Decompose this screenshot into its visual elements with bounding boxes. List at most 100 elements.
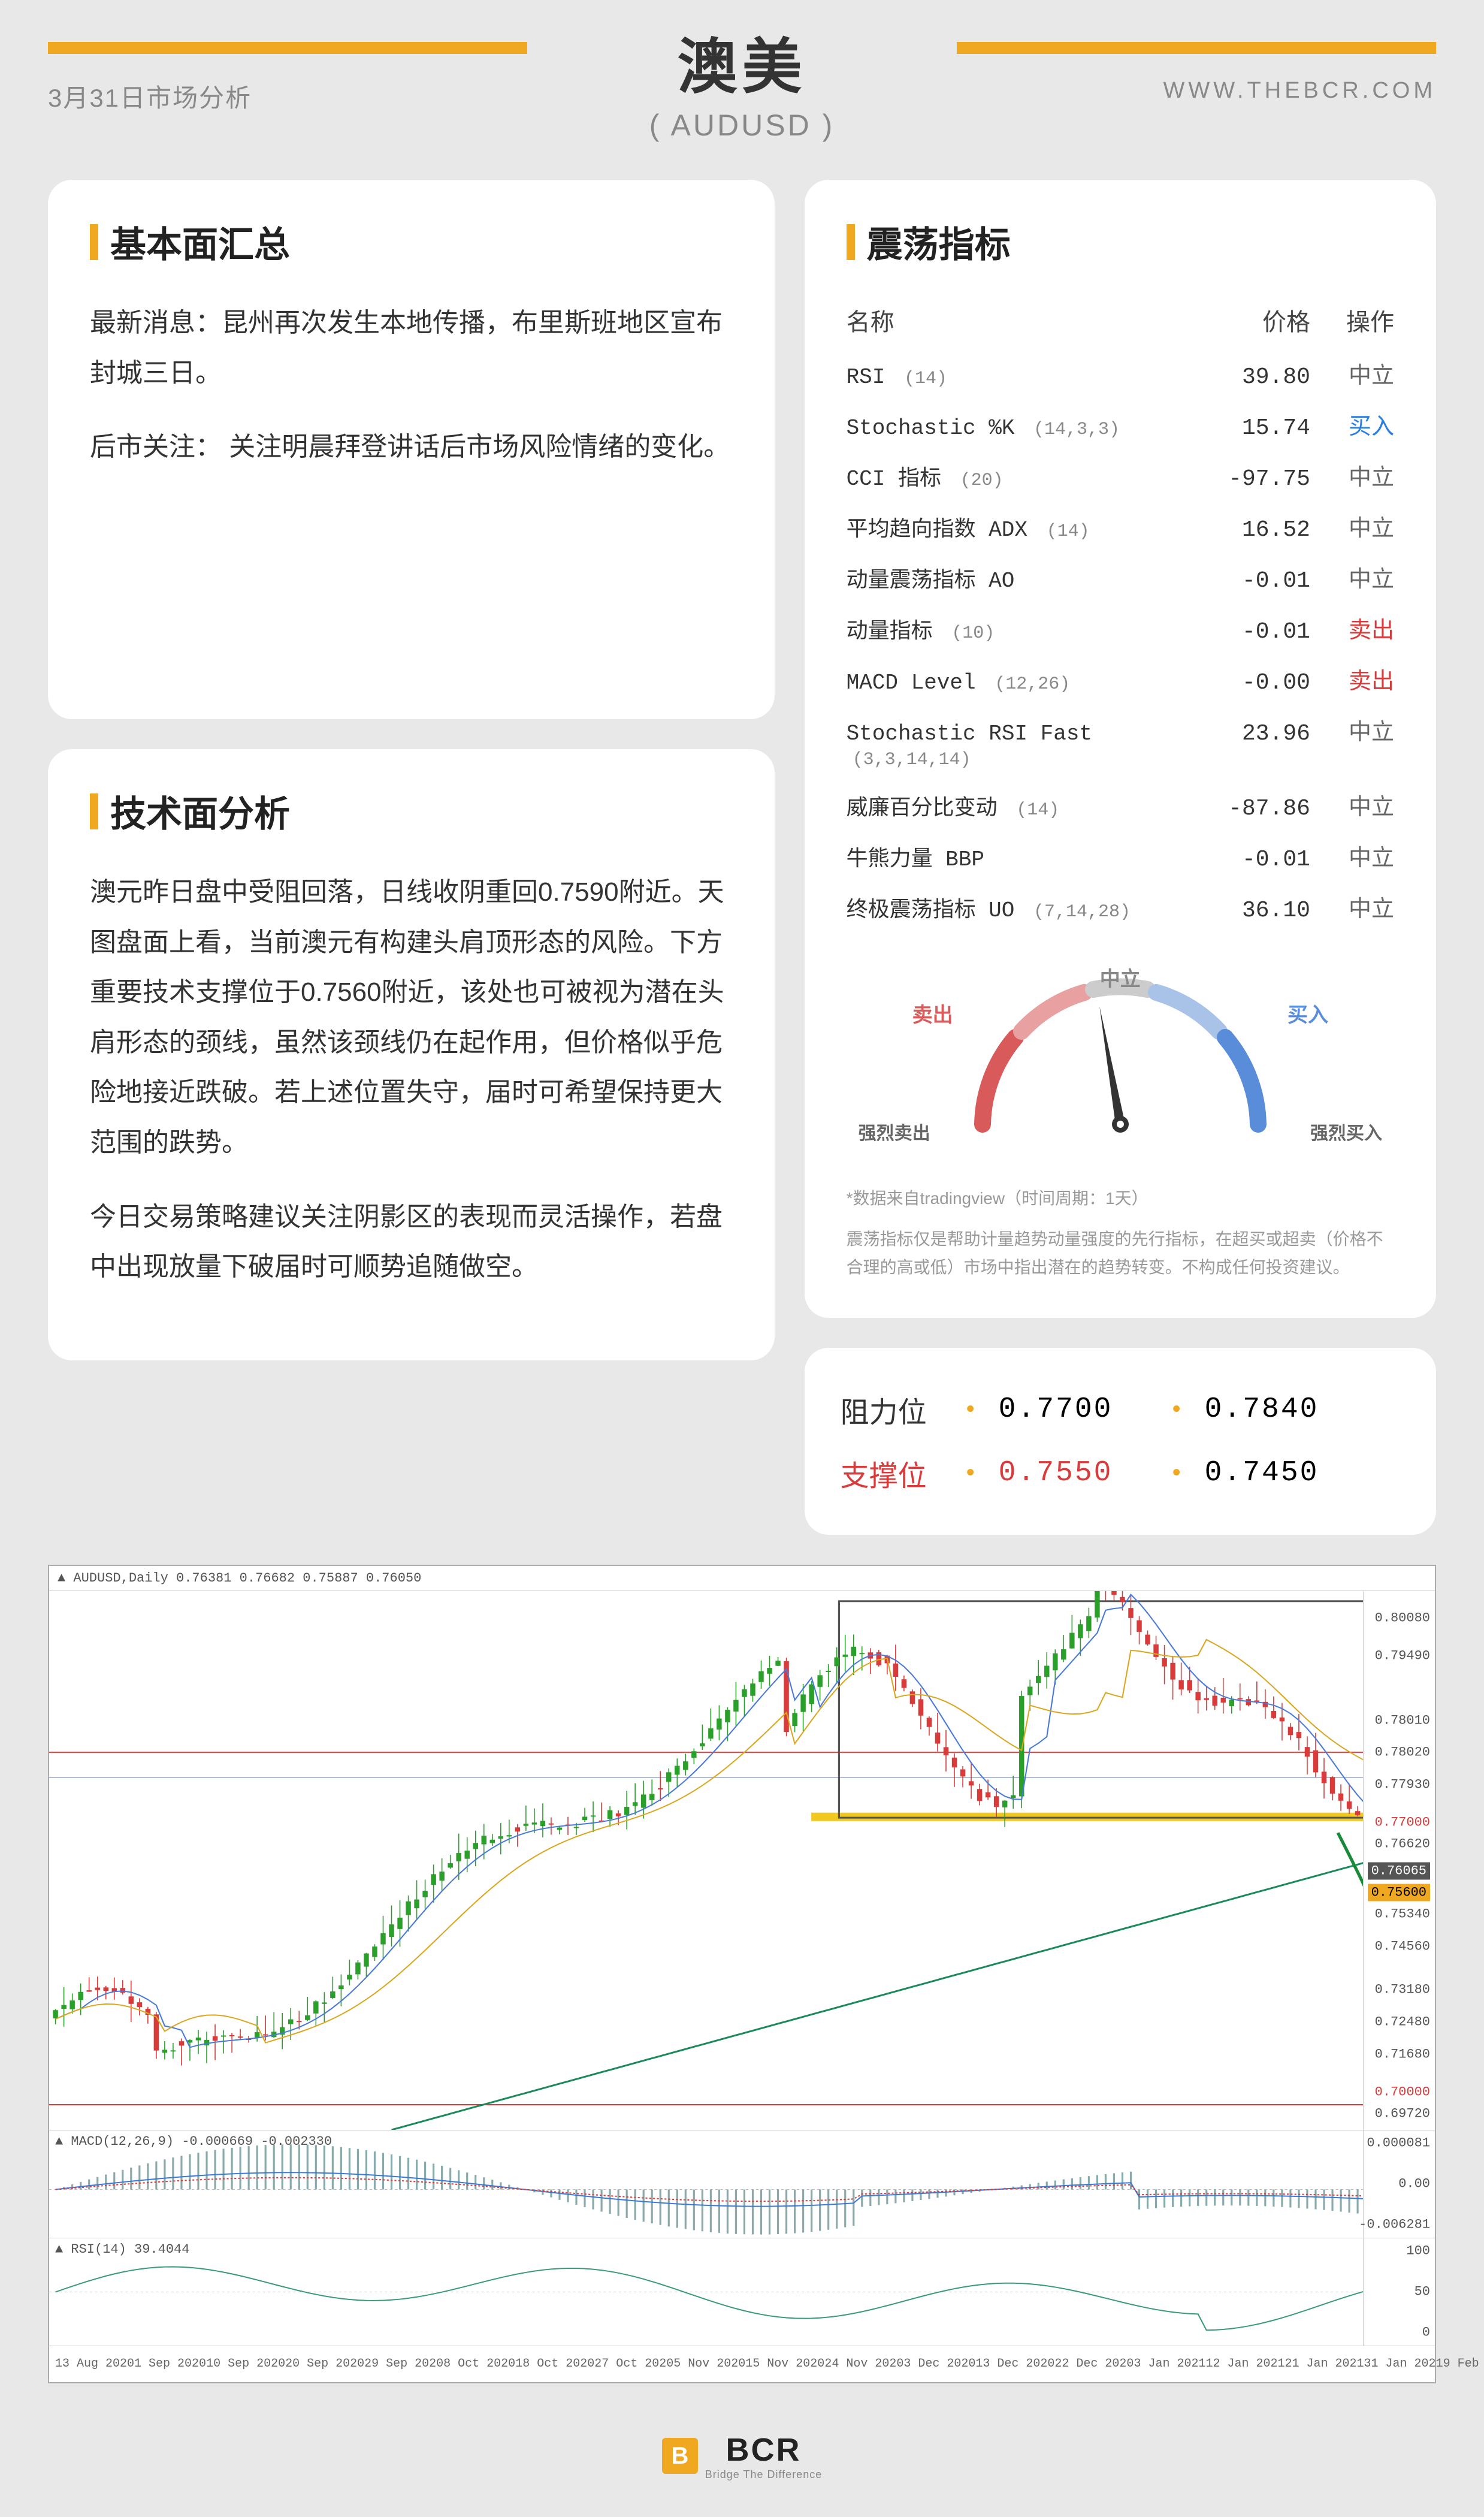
support-2: 0.7450 <box>1205 1457 1355 1489</box>
x-label: 20 Sep 2020 <box>285 2357 364 2371</box>
gauge-neutral: 中立 <box>1100 962 1141 992</box>
osc-action: 中立 <box>1310 713 1394 746</box>
y-label: 100 <box>1406 2244 1430 2259</box>
oscillator-row: MACD Level (12,26)-0.00卖出 <box>847 654 1394 705</box>
col-action: 操作 <box>1310 303 1394 337</box>
x-label: 15 Nov 2020 <box>745 2357 824 2371</box>
col-name: 名称 <box>847 303 1208 337</box>
oscillator-row: 牛熊力量 BBP -0.01中立 <box>847 831 1394 882</box>
logo-icon: B <box>662 2438 698 2474</box>
oscillator-row: Stochastic %K (14,3,3)15.74买入 <box>847 399 1394 450</box>
gauge-sell: 卖出 <box>912 998 953 1028</box>
y-label: 0.76620 <box>1375 1837 1430 1852</box>
osc-action: 中立 <box>1310 560 1394 593</box>
oscillator-row: CCI 指标 (20)-97.75中立 <box>847 450 1394 501</box>
y-label: 0.74560 <box>1375 1939 1430 1954</box>
resistance-2: 0.7840 <box>1205 1393 1355 1426</box>
x-label: 18 Oct 2020 <box>515 2357 594 2371</box>
y-label: 0.75340 <box>1375 1907 1430 1922</box>
chart-x-axis: 13 Aug 20201 Sep 202010 Sep 202020 Sep 2… <box>49 2346 1435 2382</box>
bullet-icon: • <box>1172 1459 1181 1486</box>
y-label: 0.80080 <box>1375 1610 1430 1625</box>
footer: B BCR Bridge The Difference <box>0 2407 1484 2517</box>
osc-name: 威廉百分比变动 (14) <box>847 790 1208 821</box>
osc-action: 中立 <box>1310 509 1394 542</box>
osc-price: -97.75 <box>1208 466 1310 492</box>
y-label: 0 <box>1422 2325 1430 2340</box>
y-label: 0.75600 <box>1368 1884 1430 1902</box>
osc-price: 23.96 <box>1208 721 1310 747</box>
gauge: 中立 卖出 买入 强烈卖出 强烈买入 <box>847 956 1394 1172</box>
y-label: 0.73180 <box>1375 1982 1430 1997</box>
osc-action: 中立 <box>1310 890 1394 923</box>
oscillator-table: 名称 价格 操作 RSI (14)39.80中立Stochastic %K (1… <box>847 298 1394 932</box>
osc-price: 15.74 <box>1208 415 1310 441</box>
x-label: 10 Sep 2020 <box>206 2357 285 2371</box>
macd-y-axis: 0.0000810.00-0.006281 <box>1363 2130 1435 2238</box>
osc-action: 中立 <box>1310 458 1394 491</box>
resistance-label: 阻力位 <box>841 1389 942 1430</box>
header-date: 3月31日市场分析 <box>48 78 252 114</box>
footer-tagline: Bridge The Difference <box>705 2468 822 2481</box>
bullet-icon: • <box>966 1459 975 1486</box>
title-accent-icon <box>847 224 855 260</box>
osc-name: 终极震荡指标 UO (7,14,28) <box>847 892 1208 923</box>
card-technical: 技术面分析 澳元昨日盘中受阻回落，日线收阴重回0.7590附近。天图盘面上看，当… <box>48 749 775 1360</box>
gauge-strong-buy: 强烈买入 <box>1310 1118 1382 1145</box>
x-label: 13 Dec 2020 <box>975 2357 1054 2371</box>
osc-action: 买入 <box>1310 408 1394 440</box>
oscillator-row: 终极震荡指标 UO (7,14,28)36.10中立 <box>847 882 1394 932</box>
chart-panel: ▲ AUDUSD,Daily 0.76381 0.76682 0.75887 0… <box>48 1565 1436 2383</box>
disclaimer-2: 震荡指标仅是帮助计量趋势动量强度的先行指标，在超买或超卖（价格不合理的高或低）市… <box>847 1225 1394 1282</box>
technical-p2: 今日交易策略建议关注阴影区的表现而灵活操作，若盘中出现放量下破届时可顺势追随做空… <box>90 1192 733 1292</box>
x-label: 21 Jan 2021 <box>1285 2357 1364 2371</box>
y-label: 0.72480 <box>1375 2014 1430 2029</box>
chart-macd: ▲ MACD(12,26,9) -0.000669 -0.002330 0.00… <box>49 2130 1435 2238</box>
osc-price: 36.10 <box>1208 898 1310 923</box>
y-label: 0.70000 <box>1375 2084 1430 2099</box>
y-label: 0.78020 <box>1375 1745 1430 1760</box>
fundamental-title: 基本面汇总 <box>110 216 290 268</box>
osc-price: -0.00 <box>1208 670 1310 696</box>
osc-name: MACD Level (12,26) <box>847 671 1208 695</box>
osc-action: 中立 <box>1310 357 1394 390</box>
resistance-row: 阻力位 • 0.7700 • 0.7840 <box>841 1378 1400 1441</box>
osc-name: 牛熊力量 BBP <box>847 841 1208 872</box>
osc-price: -87.86 <box>1208 796 1310 822</box>
x-label: 27 Oct 2020 <box>594 2357 673 2371</box>
oscillator-title: 震荡指标 <box>867 216 1011 268</box>
x-label: 12 Jan 2021 <box>1205 2357 1284 2371</box>
rsi-y-axis: 100500 <box>1363 2238 1435 2346</box>
y-label: 0.76065 <box>1368 1863 1430 1880</box>
oscillator-row: 平均趋向指数 ADX (14)16.52中立 <box>847 501 1394 552</box>
x-label: 3 Jan 2021 <box>1134 2357 1205 2371</box>
card-fundamental: 基本面汇总 最新消息：昆州再次发生本地传播，布里斯班地区宣布封城三日。 后市关注… <box>48 180 775 719</box>
y-label: 0.69720 <box>1375 2106 1430 2121</box>
y-label: 0.78010 <box>1375 1713 1430 1728</box>
header-title: 澳美 ( AUDUSD ) <box>649 18 835 143</box>
osc-action: 卖出 <box>1310 611 1394 644</box>
y-label: 0.00 <box>1398 2177 1430 2192</box>
osc-action: 卖出 <box>1310 662 1394 695</box>
gauge-strong-sell: 强烈卖出 <box>859 1118 930 1145</box>
osc-name: 动量震荡指标 AO <box>847 562 1208 593</box>
oscillator-row: 威廉百分比变动 (14)-87.86中立 <box>847 780 1394 831</box>
fundamental-p1: 最新消息：昆州再次发生本地传播，布里斯班地区宣布封城三日。 <box>90 298 733 398</box>
osc-name: 动量指标 (10) <box>847 613 1208 644</box>
bullet-icon: • <box>1172 1396 1181 1423</box>
card-levels: 阻力位 • 0.7700 • 0.7840 支撑位 • 0.7550 • 0.7… <box>805 1348 1436 1535</box>
table-header: 名称 价格 操作 <box>847 298 1394 348</box>
osc-name: CCI 指标 (20) <box>847 460 1208 491</box>
oscillator-row: Stochastic RSI Fast (3,3,14,14)23.96中立 <box>847 705 1394 780</box>
col-price: 价格 <box>1208 303 1310 337</box>
title-accent-icon <box>90 224 98 260</box>
osc-price: -0.01 <box>1208 847 1310 873</box>
y-label: 0.77000 <box>1375 1815 1430 1830</box>
bullet-icon: • <box>966 1396 975 1423</box>
osc-price: 16.52 <box>1208 517 1310 543</box>
oscillator-row: RSI (14)39.80中立 <box>847 348 1394 399</box>
title-main: 澳美 <box>649 18 835 105</box>
fundamental-p2: 后市关注： 关注明晨拜登讲话后市场风险情绪的变化。 <box>90 422 733 472</box>
oscillator-row: 动量指标 (10)-0.01卖出 <box>847 603 1394 654</box>
x-label: 31 Jan 2021 <box>1364 2357 1443 2371</box>
